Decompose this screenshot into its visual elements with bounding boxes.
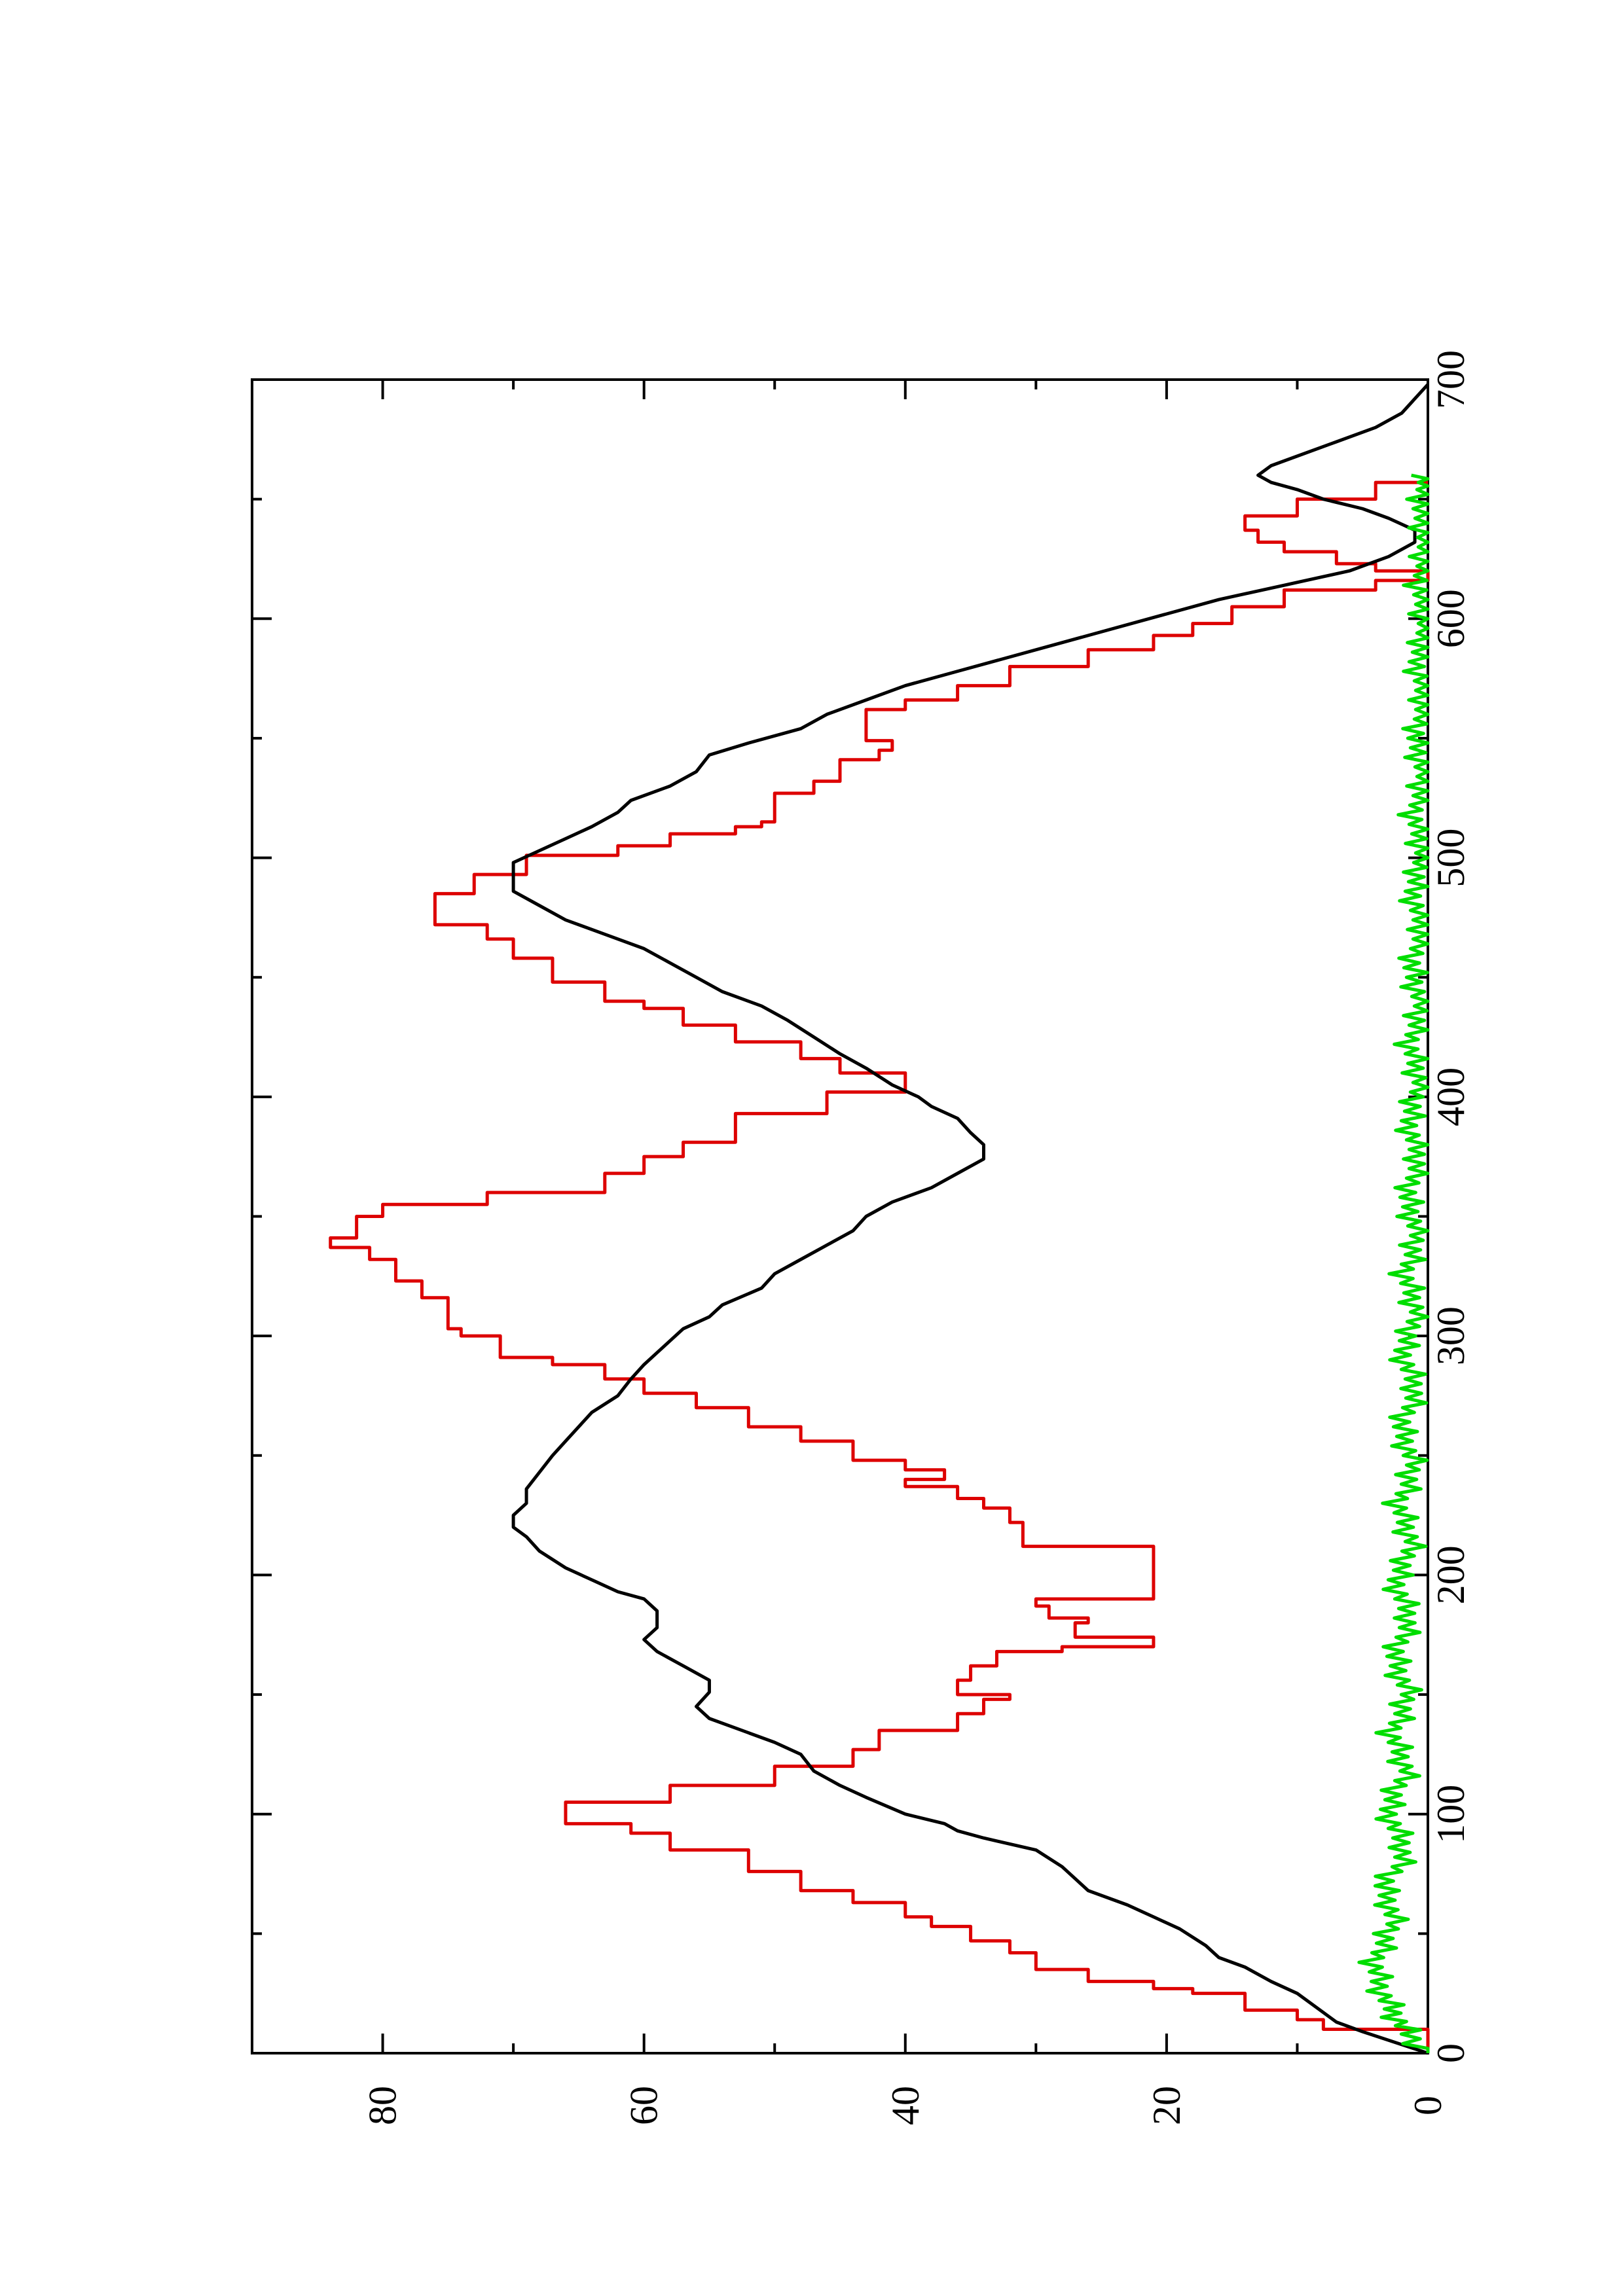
x-tick-label: 0 (1429, 2043, 1472, 2063)
x-tick-label: 400 (1429, 1067, 1472, 1126)
series-layer (329, 383, 1430, 2055)
x-tick-label: 500 (1429, 829, 1472, 888)
y-tick-label: 40 (884, 2086, 927, 2125)
plot-frame (251, 378, 1429, 2054)
x-tick-label: 100 (1429, 1785, 1472, 1844)
x-tick-label: 600 (1429, 589, 1472, 648)
series-line-1 (329, 480, 1430, 2053)
series-line-3 (1357, 473, 1430, 2053)
y-tick-label: 0 (1406, 2096, 1450, 2115)
y-axis-ticks: 0 20 40 60 80 (361, 380, 1450, 2125)
x-tick-label: 200 (1429, 1545, 1472, 1604)
y-tick-label: 20 (1145, 2086, 1188, 2125)
series-line-2 (511, 383, 1429, 2055)
x-tick-label: 300 (1429, 1306, 1472, 1365)
y-tick-label: 80 (361, 2086, 405, 2125)
x-axis-ticks: 0 100 200 300 400 500 600 700 (252, 350, 1472, 2063)
y-tick-label: 60 (623, 2086, 666, 2125)
x-tick-label: 700 (1429, 350, 1472, 409)
